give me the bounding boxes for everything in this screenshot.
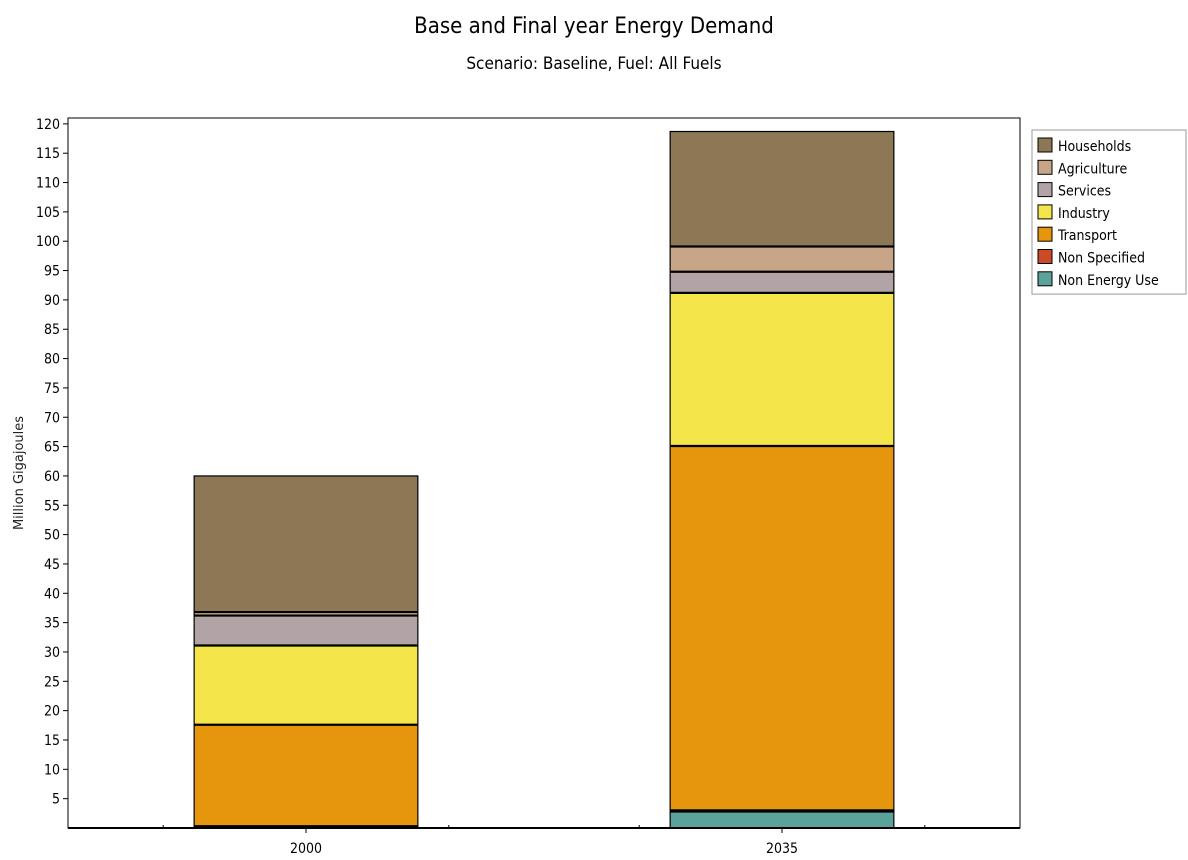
y-tick-label: 70 (44, 410, 60, 426)
y-tick-label: 105 (36, 205, 60, 221)
bar-industry-2000 (193, 644, 419, 726)
y-tick-label: 60 (44, 469, 60, 485)
y-tick-label: 40 (44, 586, 60, 602)
y-axis-label: Million Gigajoules (12, 416, 27, 530)
bar-households-2035 (669, 130, 895, 248)
legend-label-non-energy-use: Non Energy Use (1058, 273, 1159, 289)
bar-non-energy-use-2035 (669, 810, 895, 829)
legend-swatch-industry (1037, 204, 1053, 220)
y-tick-label: 15 (44, 733, 60, 749)
legend-label-non-specified: Non Specified (1058, 251, 1145, 267)
legend-label-transport: Transport (1057, 228, 1117, 244)
y-tick-label: 75 (44, 381, 60, 397)
legend-swatch-households (1037, 137, 1053, 153)
bar-households-2000 (193, 475, 419, 613)
x-tick-label: 2000 (290, 841, 322, 857)
legend-swatch-non-specified (1037, 249, 1053, 264)
legend-label-households: Households (1058, 139, 1131, 155)
legend-swatch-transport (1037, 226, 1053, 242)
x-tick-label: 2035 (766, 841, 798, 857)
bar-industry-2035 (669, 292, 895, 447)
legend-swatch-non-energy-use (1037, 271, 1053, 287)
bar-group (193, 130, 895, 829)
y-tick-label: 95 (44, 264, 60, 280)
legend-swatch-agriculture (1037, 159, 1053, 175)
y-tick-label: 25 (44, 674, 60, 690)
y-tick-label: 85 (44, 322, 60, 338)
y-tick-label: 45 (44, 557, 60, 573)
legend-label-industry: Industry (1058, 206, 1110, 222)
bar-services-2000 (193, 614, 419, 647)
y-tick-label: 65 (44, 440, 60, 456)
bar-transport-2035 (669, 445, 895, 811)
y-tick-label: 100 (36, 234, 60, 250)
y-tick-label: 80 (44, 352, 60, 368)
x-axis: 2000 2035 (68, 825, 1020, 857)
y-tick-label: 10 (44, 762, 60, 778)
bar-services-2035 (669, 271, 895, 294)
y-tick-label: 55 (44, 498, 60, 514)
y-tick-label: 35 (44, 616, 60, 632)
chart-title: Base and Final year Energy Demand (414, 14, 774, 39)
y-tick-label: 30 (44, 645, 60, 661)
legend-box (1031, 129, 1187, 295)
legend-label-agriculture: Agriculture (1058, 161, 1127, 177)
bar-transport-2000 (193, 724, 419, 827)
legend-swatch-services (1037, 182, 1053, 198)
legend: Households Agriculture Services Industry Tra… (1031, 129, 1187, 295)
chart-subtitle: Scenario: Baseline, Fuel: All Fuels (466, 54, 722, 74)
bar-agriculture-2035 (669, 245, 895, 273)
y-tick-label: 20 (44, 704, 60, 720)
y-tick-label: 110 (36, 176, 60, 192)
legend-label-services: Services (1058, 184, 1111, 200)
y-tick-label: 5 (52, 792, 60, 808)
y-tick-label: 90 (44, 293, 60, 309)
y-tick-label: 120 (36, 117, 60, 133)
y-tick-label: 50 (44, 528, 60, 544)
y-tick-label: 115 (36, 146, 60, 162)
y-axis: 5 10 15 20 25 30 35 40 45 50 55 60 65 70 75 80 85 90 95 100… (36, 117, 68, 808)
